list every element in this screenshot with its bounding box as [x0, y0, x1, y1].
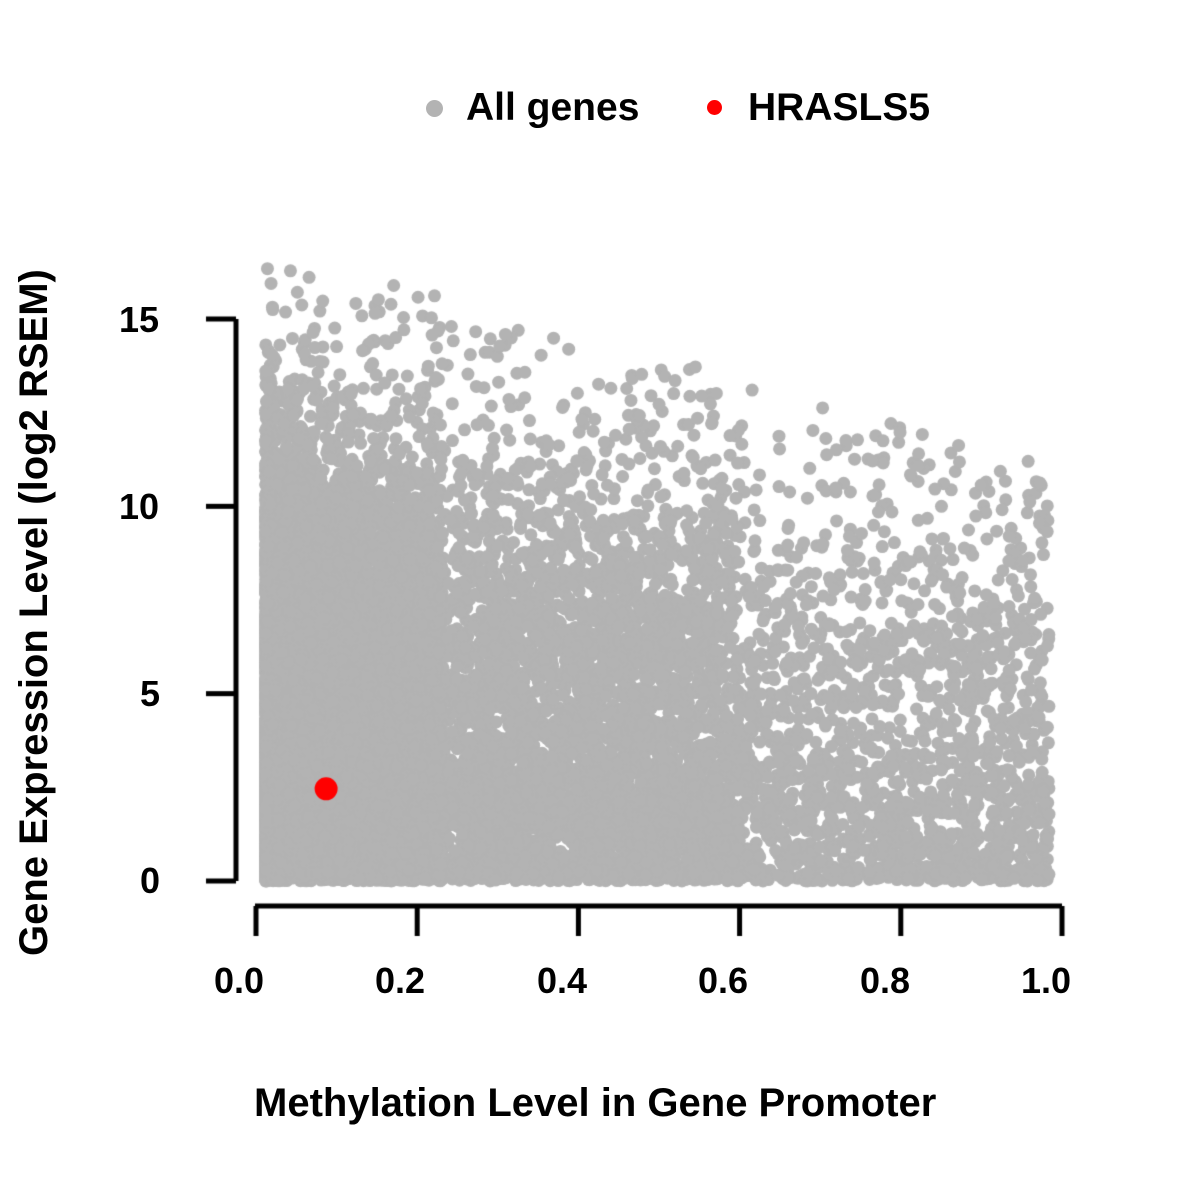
x-tick-label-0.6: 0.6: [698, 960, 749, 1001]
x-tick-label-0.4: 0.4: [537, 960, 588, 1001]
y-tick-label-0: 0: [140, 860, 161, 901]
y-axis-title: Gene Expression Level (log2 RSEM): [12, 269, 56, 956]
y-tick-label-10: 10: [119, 486, 160, 527]
x-tick-label-0.8: 0.8: [860, 960, 911, 1001]
x-axis-title: Methylation Level in Gene Promoter: [254, 1081, 937, 1125]
legend-label-hrasls5: HRASLS5: [748, 86, 931, 129]
x-tick-label-0.2: 0.2: [375, 960, 426, 1001]
legend-dot-all-genes-icon: [426, 100, 443, 117]
y-tick-label-15: 15: [119, 299, 160, 340]
legend-dot-hrasls5-icon: [707, 100, 722, 115]
x-tick-label-1.0: 1.0: [1021, 960, 1072, 1001]
legend-label-all-genes: All genes: [466, 86, 640, 129]
x-tick-label-0.0: 0.0: [214, 960, 265, 1001]
y-tick-label-5: 5: [140, 673, 161, 714]
